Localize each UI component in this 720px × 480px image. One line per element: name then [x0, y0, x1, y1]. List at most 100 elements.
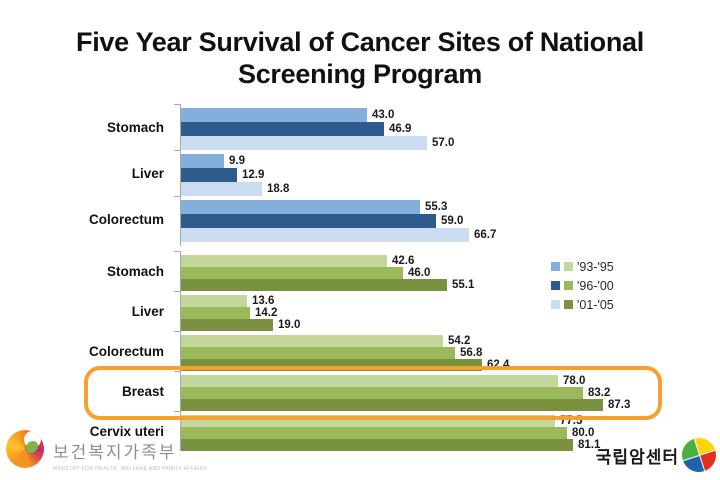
- bar-value-label: 13.6: [252, 295, 275, 307]
- bar-colorectum-96-00: [181, 347, 455, 359]
- bar-breast-93-95: [181, 375, 558, 387]
- category-labels-column: Stomach Liver Colorectum Breast Cervix uteri: [0, 251, 172, 451]
- legend-swatch-green: [564, 262, 573, 271]
- bar-value-label: 55.1: [452, 279, 475, 291]
- bar-line: 43.0: [181, 108, 720, 122]
- bar-liver-93-95: [181, 154, 224, 168]
- bar-colorectum-93-95: [181, 200, 420, 214]
- bar-liver-96-00: [181, 307, 250, 319]
- category-label-breast: Breast: [121, 383, 164, 399]
- bar-stomach-96-00: [181, 267, 403, 279]
- bar-line: 14.2: [181, 307, 720, 319]
- bar-group-liver: 13.6 14.2 19.0: [174, 291, 720, 331]
- bar-liver-01-05: [181, 319, 273, 331]
- bar-line: 81.1: [181, 439, 720, 451]
- category-label-stomach: Stomach: [106, 263, 164, 279]
- bar-value-label: 19.0: [278, 319, 301, 331]
- bar-group-liver: 9.9 12.9 18.8: [174, 150, 720, 196]
- plot-area: 43.0 46.9 57.0 9.9 12.9 18.8 55.3 59.0 66.7: [174, 104, 720, 246]
- bar-group-colorectum: 54.2 56.8 62.4: [174, 331, 720, 371]
- ncc-logo-block: 국립암센터: [595, 433, 720, 477]
- bar-line: 19.0: [181, 319, 720, 331]
- bar-value-label: 80.0: [572, 427, 595, 439]
- bar-stomach-01-05: [181, 279, 447, 291]
- bar-line: 18.8: [181, 182, 720, 196]
- bar-group-breast: 78.0 83.2 87.3: [174, 371, 720, 411]
- bar-value-label: 83.2: [588, 387, 611, 399]
- bar-colorectum-96-00: [181, 214, 436, 228]
- bar-stomach-93-95: [181, 108, 367, 122]
- bar-value-label: 18.8: [267, 183, 290, 195]
- bar-line: 66.7: [181, 228, 720, 242]
- bar-line: 57.0: [181, 136, 720, 150]
- bar-liver-96-00: [181, 168, 237, 182]
- slide-title: Five Year Survival of Cancer Sites of Na…: [40, 26, 680, 91]
- highlight-box-breast: [84, 366, 662, 420]
- legend-label: '93-'95: [577, 259, 614, 274]
- category-label-liver: Liver: [131, 303, 164, 319]
- chart-blue-section: Stomach Liver Colorectum 43.0 46.9 57.0 9.9 12.…: [0, 104, 720, 246]
- chart-legend: '93-'95 '96-'00 '01-'05: [551, 257, 614, 314]
- bar-line: 56.8: [181, 347, 720, 359]
- bar-value-label: 81.1: [578, 439, 601, 451]
- bar-value-label: 66.7: [474, 229, 497, 241]
- bar-value-label: 46.9: [389, 123, 412, 135]
- bar-liver-93-95: [181, 295, 247, 307]
- bar-breast-01-05: [181, 399, 603, 411]
- bar-line: 55.1: [181, 279, 720, 291]
- bar-cervix-uteri-96-00: [181, 427, 567, 439]
- bar-stomach-96-00: [181, 122, 384, 136]
- plot-area: 42.6 46.0 55.1 13.6 14.2 19.0 54.2 56.8 62.4 78.0…: [174, 251, 720, 451]
- bar-line: 80.0: [181, 427, 720, 439]
- bar-line: 83.2: [181, 387, 720, 399]
- bar-value-label: 54.2: [448, 335, 471, 347]
- bar-line: 78.0: [181, 375, 720, 387]
- legend-entry: '01-'05: [551, 295, 614, 314]
- bar-colorectum-93-95: [181, 335, 443, 347]
- ncc-name: 국립암센터: [595, 447, 679, 467]
- ncc-pinwheel-icon: [677, 433, 720, 477]
- bar-line: 13.6: [181, 295, 720, 307]
- bar-line: 87.3: [181, 399, 720, 411]
- legend-swatch-blue: [551, 262, 560, 271]
- ministry-swirl-icon: [6, 430, 44, 468]
- bar-line: 42.6: [181, 255, 720, 267]
- bar-line: 46.0: [181, 267, 720, 279]
- bar-value-label: 55.3: [425, 201, 448, 213]
- bar-breast-96-00: [181, 387, 583, 399]
- bar-line: 9.9: [181, 154, 720, 168]
- bar-value-label: 43.0: [372, 109, 395, 121]
- category-labels-column: Stomach Liver Colorectum: [0, 104, 172, 242]
- bar-line: 55.3: [181, 200, 720, 214]
- legend-entry: '96-'00: [551, 276, 614, 295]
- bar-value-label: 57.0: [432, 137, 455, 149]
- bar-group-cervix-uteri: 77.5 80.0 81.1: [174, 411, 720, 451]
- bar-stomach-01-05: [181, 136, 427, 150]
- bar-line: 46.9: [181, 122, 720, 136]
- bar-value-label: 59.0: [441, 215, 464, 227]
- bar-value-label: 46.0: [408, 267, 431, 279]
- legend-swatch-green: [564, 300, 573, 309]
- bar-value-label: 87.3: [608, 399, 631, 411]
- bar-line: 59.0: [181, 214, 720, 228]
- bar-group-colorectum: 55.3 59.0 66.7: [174, 196, 720, 242]
- category-label-stomach: Stomach: [106, 119, 164, 135]
- category-label-colorectum: Colorectum: [88, 211, 164, 227]
- bar-value-label: 9.9: [229, 155, 245, 167]
- category-label-colorectum: Colorectum: [88, 343, 164, 359]
- bar-line: 12.9: [181, 168, 720, 182]
- legend-entry: '93-'95: [551, 257, 614, 276]
- legend-swatch-blue: [551, 281, 560, 290]
- category-label-cervix-uteri: Cervix uteri: [89, 423, 164, 439]
- legend-swatch-green: [564, 281, 573, 290]
- bar-group-stomach: 42.6 46.0 55.1: [174, 251, 720, 291]
- ministry-name: 보건복지가족부: [53, 443, 177, 462]
- bar-colorectum-01-05: [181, 228, 469, 242]
- ministry-logo-block: 보건복지가족부 MINISTRY FOR HEALTH, WELFARE AND…: [6, 430, 207, 472]
- bar-value-label: 78.0: [563, 375, 586, 387]
- bar-cervix-uteri-01-05: [181, 439, 573, 451]
- bar-value-label: 14.2: [255, 307, 278, 319]
- legend-swatch-blue: [551, 300, 560, 309]
- slide-title-line1: Five Year Survival of Cancer Sites of Na…: [76, 27, 644, 57]
- category-label-liver: Liver: [131, 165, 164, 181]
